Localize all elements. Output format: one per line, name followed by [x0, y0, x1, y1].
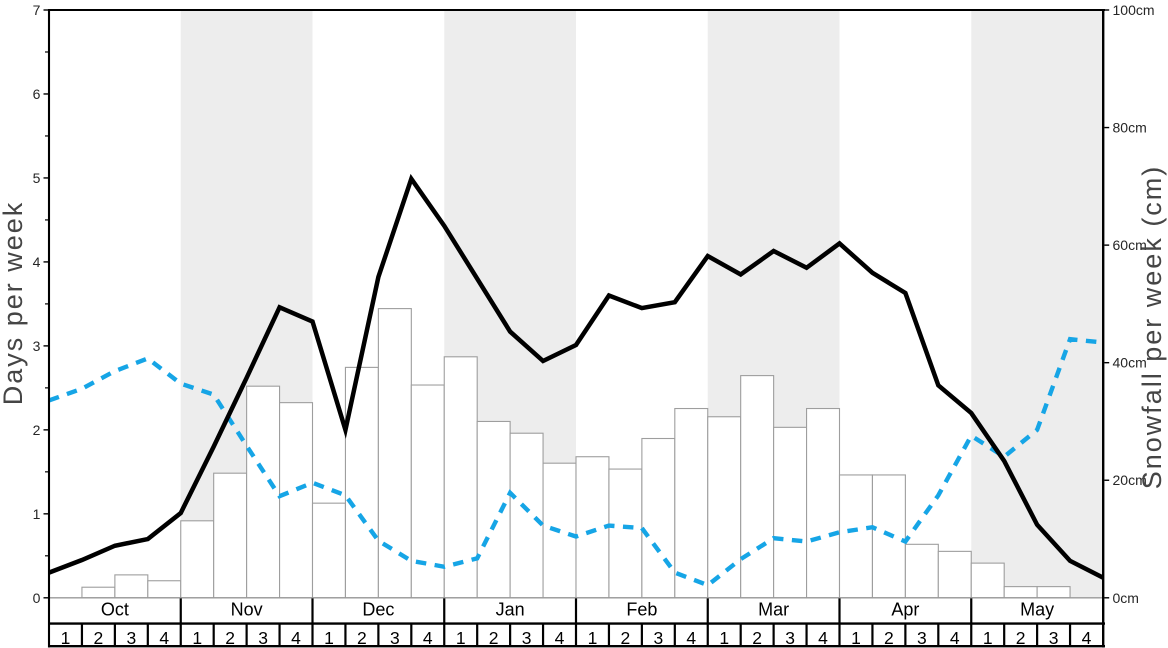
- svg-text:2: 2: [884, 628, 894, 648]
- svg-text:3: 3: [390, 628, 400, 648]
- svg-text:80cm: 80cm: [1113, 120, 1147, 136]
- svg-text:4: 4: [555, 628, 565, 648]
- svg-text:Oct: Oct: [101, 600, 129, 620]
- svg-text:Dec: Dec: [362, 600, 394, 620]
- svg-text:7: 7: [33, 2, 41, 18]
- svg-text:1: 1: [324, 628, 334, 648]
- svg-text:2: 2: [357, 628, 367, 648]
- svg-text:Apr: Apr: [891, 600, 919, 620]
- svg-text:0: 0: [33, 590, 41, 606]
- svg-text:5: 5: [33, 170, 41, 186]
- svg-text:May: May: [1020, 600, 1054, 620]
- svg-text:Days per week: Days per week: [0, 201, 28, 406]
- svg-text:2: 2: [489, 628, 499, 648]
- svg-text:4: 4: [291, 628, 301, 648]
- svg-text:4: 4: [159, 628, 169, 648]
- svg-text:60cm: 60cm: [1113, 237, 1147, 253]
- svg-text:2: 2: [621, 628, 631, 648]
- svg-text:40cm: 40cm: [1113, 355, 1147, 371]
- svg-text:4: 4: [423, 628, 433, 648]
- svg-text:1: 1: [33, 506, 41, 522]
- svg-text:1: 1: [588, 628, 598, 648]
- svg-text:2: 2: [94, 628, 104, 648]
- svg-text:4: 4: [33, 254, 41, 270]
- svg-text:1: 1: [456, 628, 466, 648]
- svg-text:2: 2: [1016, 628, 1026, 648]
- svg-text:3: 3: [522, 628, 532, 648]
- svg-text:1: 1: [983, 628, 993, 648]
- svg-text:3: 3: [917, 628, 927, 648]
- svg-text:Snowfall per week (cm): Snowfall per week (cm): [1137, 165, 1167, 490]
- svg-text:1: 1: [192, 628, 202, 648]
- svg-text:100cm: 100cm: [1113, 2, 1155, 18]
- svg-text:2: 2: [33, 422, 41, 438]
- svg-text:20cm: 20cm: [1113, 472, 1147, 488]
- svg-text:0cm: 0cm: [1113, 590, 1139, 606]
- svg-text:4: 4: [950, 628, 960, 648]
- svg-text:4: 4: [686, 628, 696, 648]
- svg-text:1: 1: [719, 628, 729, 648]
- svg-text:Feb: Feb: [626, 600, 657, 620]
- svg-text:3: 3: [1049, 628, 1059, 648]
- svg-text:4: 4: [818, 628, 828, 648]
- svg-text:2: 2: [752, 628, 762, 648]
- svg-text:3: 3: [33, 338, 41, 354]
- svg-text:Mar: Mar: [758, 600, 789, 620]
- svg-text:6: 6: [33, 86, 41, 102]
- svg-text:3: 3: [126, 628, 136, 648]
- svg-text:3: 3: [653, 628, 663, 648]
- svg-text:Nov: Nov: [231, 600, 263, 620]
- svg-text:3: 3: [785, 628, 795, 648]
- svg-text:Jan: Jan: [496, 600, 525, 620]
- svg-text:2: 2: [225, 628, 235, 648]
- svg-text:1: 1: [851, 628, 861, 648]
- svg-text:1: 1: [61, 628, 71, 648]
- svg-text:4: 4: [1082, 628, 1092, 648]
- svg-text:3: 3: [258, 628, 268, 648]
